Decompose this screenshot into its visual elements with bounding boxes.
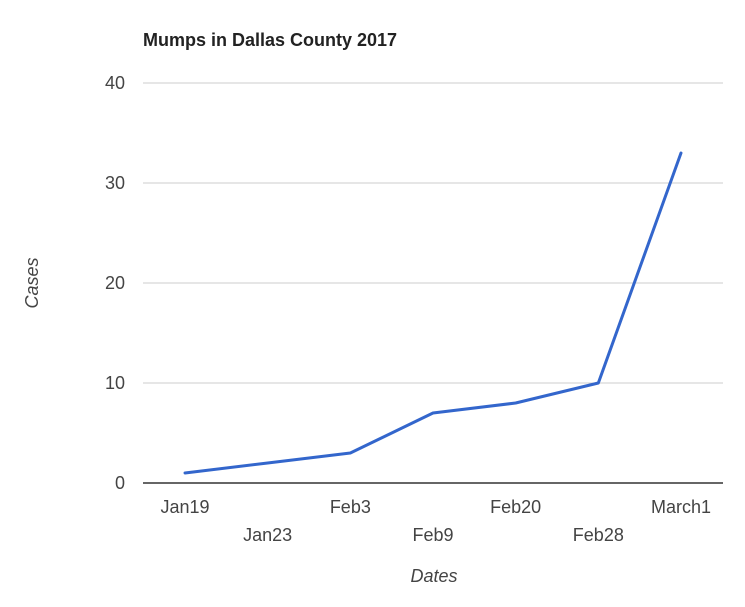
y-axis-title: Cases	[22, 257, 42, 308]
series-line	[183, 151, 683, 475]
chart-title: Mumps in Dallas County 2017	[143, 30, 397, 50]
y-tick-label: 0	[115, 473, 125, 493]
y-tick-label: 40	[105, 73, 125, 93]
x-tick-label: Feb9	[412, 525, 453, 545]
x-axis-title: Dates	[410, 566, 457, 586]
x-tick-label: Feb28	[573, 525, 624, 545]
y-tick-label: 20	[105, 273, 125, 293]
gridlines	[143, 82, 723, 484]
x-tick-label: Feb20	[490, 497, 541, 517]
y-axis-ticks: 0 10 20 30 40	[105, 73, 125, 493]
x-tick-label: Feb3	[330, 497, 371, 517]
series-layer	[183, 151, 683, 475]
x-axis-ticks: Jan19 Jan23 Feb3 Feb9 Feb20 Feb28 March1	[160, 497, 711, 545]
x-tick-label: Jan23	[243, 525, 292, 545]
x-tick-label: March1	[651, 497, 711, 517]
x-tick-label: Jan19	[160, 497, 209, 517]
y-tick-label: 10	[105, 373, 125, 393]
y-tick-label: 30	[105, 173, 125, 193]
